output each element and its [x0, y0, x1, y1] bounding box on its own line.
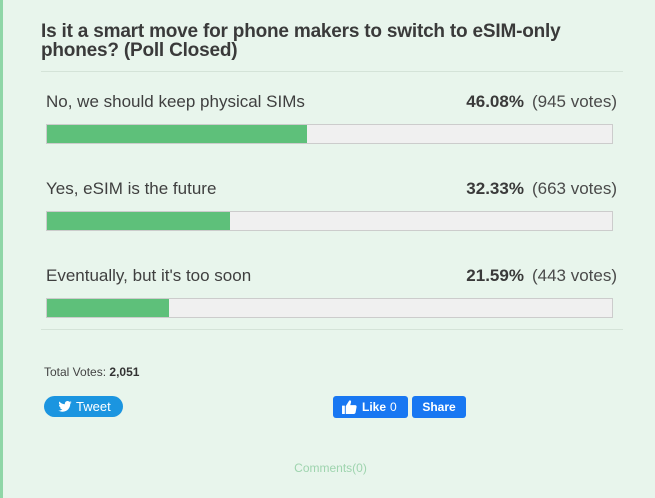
answer-stats: 32.33% (663 votes) — [466, 178, 617, 200]
twitter-bird-icon — [58, 401, 72, 412]
total-votes: Total Votes: 2,051 — [44, 365, 139, 379]
answer-percent: 21.59% — [466, 266, 524, 285]
answer-stats: 21.59% (443 votes) — [466, 265, 617, 287]
like-count: 0 — [390, 400, 397, 414]
poll-answer: Eventually, but it's too soon 21.59% (443… — [46, 246, 617, 333]
comments-link[interactable]: Comments(0) — [294, 461, 367, 475]
answer-votes: (443 votes) — [531, 266, 617, 285]
tweet-label: Tweet — [76, 399, 111, 414]
poll-answers: No, we should keep physical SIMs 46.08% (… — [41, 72, 623, 333]
poll-title: Is it a smart move for phone makers to s… — [41, 0, 623, 72]
poll-answer: No, we should keep physical SIMs 46.08% (… — [46, 72, 617, 159]
result-bar-fill — [47, 212, 230, 230]
total-votes-label: Total Votes: — [44, 365, 107, 379]
result-bar-track — [46, 298, 613, 318]
divider — [41, 329, 623, 330]
like-label: Like — [362, 400, 387, 414]
result-bar-fill — [47, 299, 169, 317]
facebook-share-button[interactable]: Share — [412, 396, 466, 418]
answer-label: Yes, eSIM is the future — [46, 179, 217, 198]
answer-percent: 46.08% — [466, 92, 524, 111]
answer-label: Eventually, but it's too soon — [46, 266, 252, 285]
tweet-button[interactable]: Tweet — [44, 396, 123, 417]
answer-votes: (663 votes) — [531, 179, 617, 198]
result-bar-track — [46, 211, 613, 231]
answer-votes: (945 votes) — [531, 92, 617, 111]
total-votes-value: 2,051 — [109, 365, 140, 379]
answer-percent: 32.33% — [466, 179, 524, 198]
thumbs-up-icon — [342, 400, 357, 414]
answer-stats: 46.08% (945 votes) — [466, 91, 617, 113]
poll-widget: Is it a smart move for phone makers to s… — [41, 0, 623, 330]
answer-label: No, we should keep physical SIMs — [46, 92, 305, 111]
result-bar-track — [46, 124, 613, 144]
result-bar-fill — [47, 125, 308, 143]
poll-answer: Yes, eSIM is the future 32.33% (663 votes… — [46, 159, 617, 246]
facebook-like-button[interactable]: Like 0 — [333, 396, 408, 418]
